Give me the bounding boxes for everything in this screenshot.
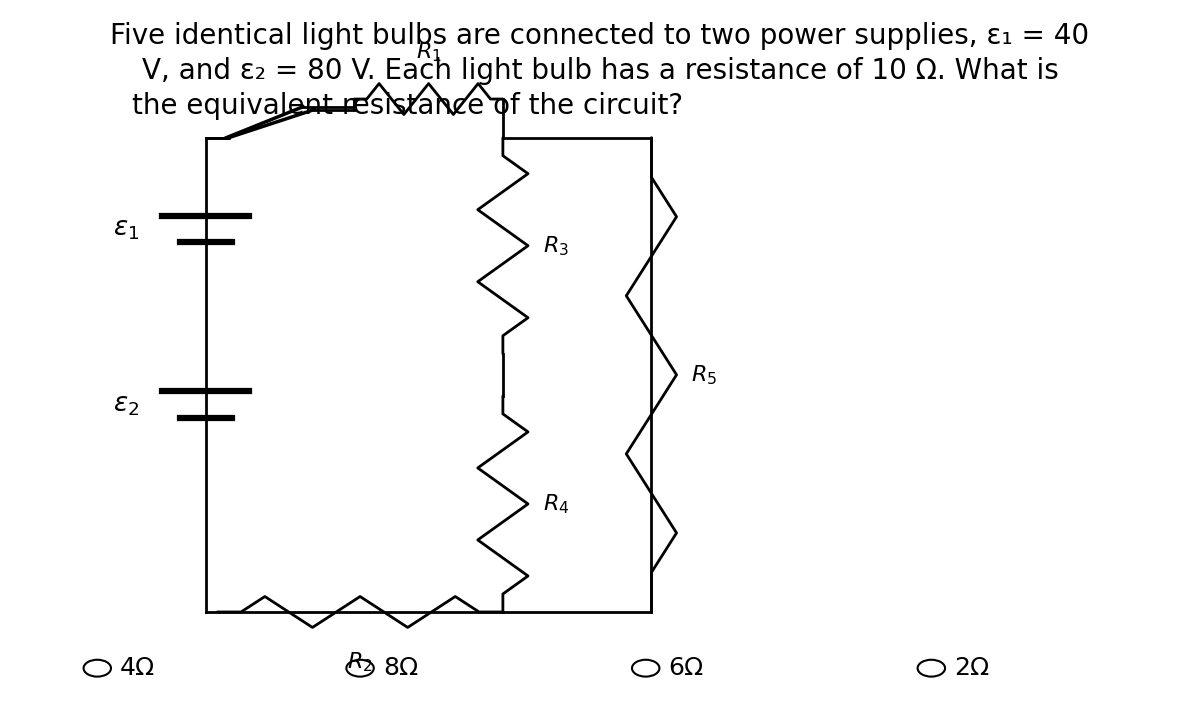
- Text: $\varepsilon_1$: $\varepsilon_1$: [113, 216, 139, 242]
- Text: $R_2$: $R_2$: [347, 651, 373, 674]
- Text: 6Ω: 6Ω: [668, 656, 704, 680]
- Text: 8Ω: 8Ω: [383, 656, 418, 680]
- Text: $R_4$: $R_4$: [542, 492, 569, 515]
- Text: Five identical light bulbs are connected to two power supplies, ε₁ = 40: Five identical light bulbs are connected…: [110, 22, 1090, 50]
- Text: $\varepsilon_2$: $\varepsilon_2$: [113, 392, 139, 417]
- Text: $R_5$: $R_5$: [691, 363, 718, 387]
- Text: the equivalent resistance of the circuit?: the equivalent resistance of the circuit…: [132, 92, 683, 120]
- Text: V, and ε₂ = 80 V. Each light bulb has a resistance of 10 Ω. What is: V, and ε₂ = 80 V. Each light bulb has a …: [142, 57, 1058, 85]
- Text: 4Ω: 4Ω: [120, 656, 155, 680]
- Text: 2Ω: 2Ω: [954, 656, 990, 680]
- Text: $R_3$: $R_3$: [542, 234, 569, 257]
- Text: $R_1$: $R_1$: [415, 41, 442, 64]
